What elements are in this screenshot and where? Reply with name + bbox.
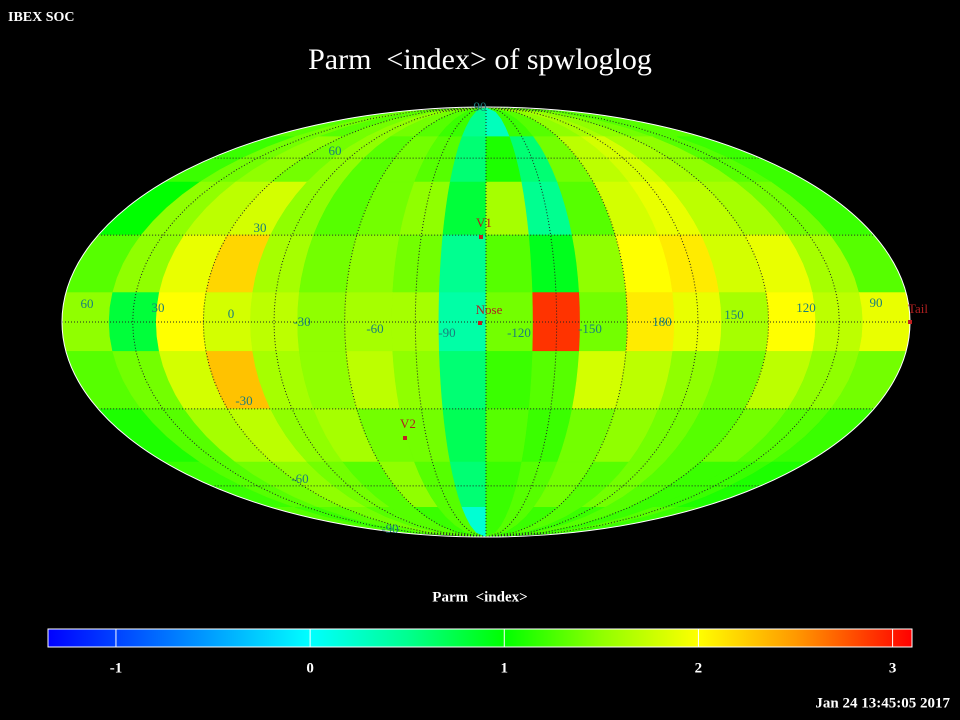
marker-label: Nose bbox=[476, 302, 503, 317]
map-cell bbox=[485, 351, 534, 410]
map-cell bbox=[528, 234, 580, 293]
grid-label: 120 bbox=[796, 300, 816, 315]
colorbar-tick-label: 1 bbox=[501, 660, 509, 676]
grid-label: 30 bbox=[254, 220, 267, 235]
colorbar-tick-label: 3 bbox=[889, 660, 897, 676]
map-cell bbox=[442, 408, 487, 463]
meridian bbox=[414, 106, 487, 538]
map-cell bbox=[392, 234, 444, 293]
grid-label: 150 bbox=[724, 307, 744, 322]
grid-label: 90 bbox=[870, 295, 883, 310]
colorbar-tick-label: 2 bbox=[695, 660, 703, 676]
meridian bbox=[202, 106, 487, 538]
marker-label: Tail bbox=[908, 301, 928, 316]
meridian bbox=[485, 106, 558, 538]
colorbar: -1 0 1 2 3 bbox=[47, 628, 913, 676]
grid-label: 60 bbox=[81, 296, 94, 311]
title: Parm <index> of spwloglog bbox=[308, 43, 652, 76]
marker-label: V1 bbox=[476, 215, 492, 230]
grid-label: -90 bbox=[438, 325, 455, 340]
grid-label: 180 bbox=[652, 314, 672, 329]
grid-label: 0 bbox=[228, 306, 235, 321]
timestamp: Jan 24 13:45:05 2017 bbox=[815, 695, 950, 711]
marker-dot bbox=[478, 321, 482, 325]
colorbar-bar bbox=[47, 628, 913, 648]
colorbar-tick-label: 0 bbox=[306, 660, 314, 676]
grid-label: 30 bbox=[152, 300, 165, 315]
map-cell bbox=[485, 408, 530, 463]
grid-label: -30 bbox=[235, 393, 252, 408]
colorbar-tick-label: -1 bbox=[110, 660, 123, 676]
meridian bbox=[485, 106, 770, 538]
map-cell bbox=[438, 351, 487, 410]
header: IBEX SOC bbox=[8, 10, 75, 25]
grid-label: 60 bbox=[329, 143, 342, 158]
meridian bbox=[344, 106, 487, 538]
marker-dot bbox=[908, 320, 912, 324]
meridian bbox=[485, 106, 628, 538]
map-cell bbox=[438, 234, 487, 293]
grid-label: -90 bbox=[381, 521, 398, 536]
meridian bbox=[132, 106, 487, 538]
grid-label: 90 bbox=[474, 99, 487, 114]
map-cell bbox=[485, 181, 530, 236]
grid-label: -60 bbox=[291, 471, 308, 486]
marker-dot bbox=[403, 436, 407, 440]
map-cell bbox=[485, 234, 534, 293]
marker-label: V2 bbox=[400, 416, 416, 431]
grid-label: -60 bbox=[366, 321, 383, 336]
map: 90 60 30 60 30 0 -30 -60 -90 -120 -150 180 150 120 90 -… bbox=[61, 99, 928, 538]
meridian bbox=[485, 106, 840, 538]
marker-dot bbox=[479, 235, 483, 239]
grid-label: -120 bbox=[507, 325, 531, 340]
grid-label: -30 bbox=[293, 314, 310, 329]
colorbar-label: Parm <index> bbox=[432, 589, 527, 605]
grid-label: -150 bbox=[578, 321, 602, 336]
